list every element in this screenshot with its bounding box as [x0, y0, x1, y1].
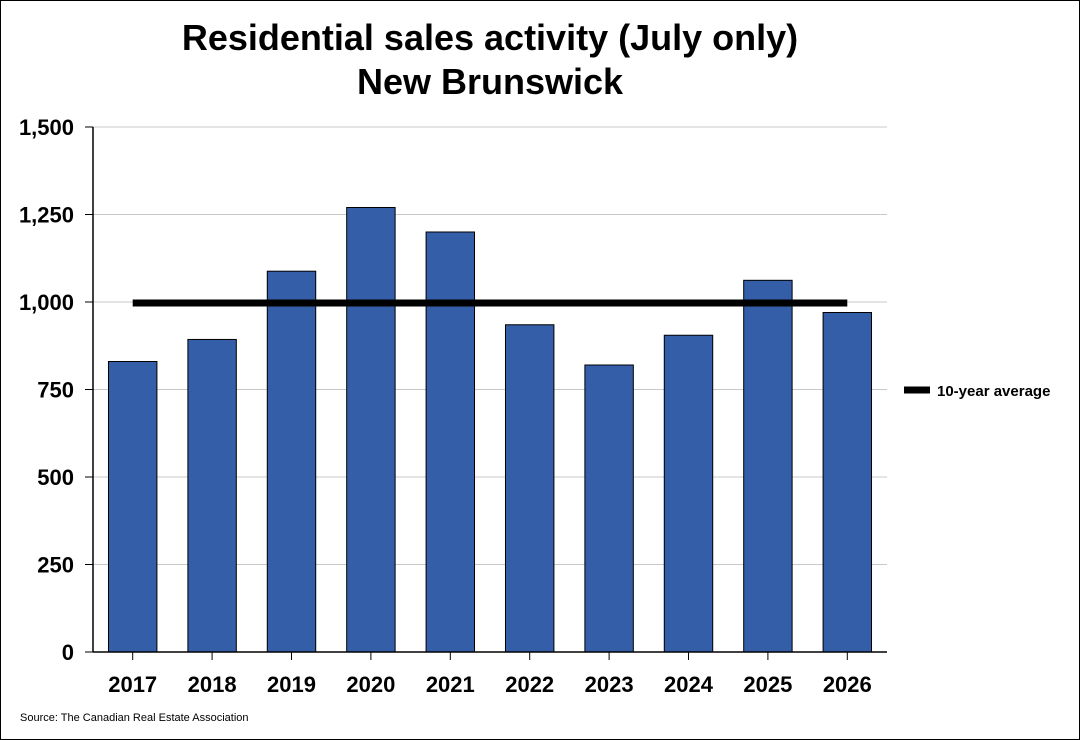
- chart-subtitle: New Brunswick: [357, 61, 624, 102]
- y-tick-label: 1,500: [19, 115, 74, 140]
- bar-2024: [663, 334, 714, 653]
- x-tick-label: 2021: [426, 672, 475, 697]
- y-tick-label: 0: [62, 640, 74, 665]
- bar-2019: [266, 270, 317, 653]
- legend: 10-year average: [904, 383, 1050, 400]
- bar-2025: [743, 279, 793, 653]
- y-tick-label: 500: [37, 465, 74, 490]
- x-tick-label: 2017: [108, 672, 157, 697]
- source-note: Source: The Canadian Real Estate Associa…: [20, 712, 249, 724]
- x-tick-label: 2023: [585, 672, 634, 697]
- legend-label-10-year-average: 10-year average: [937, 383, 1050, 400]
- bar-2017: [107, 361, 158, 653]
- x-tick-label: 2018: [188, 672, 237, 697]
- x-tick-label: 2022: [505, 672, 554, 697]
- x-tick-label: 2025: [743, 672, 792, 697]
- bar-2018: [187, 338, 237, 653]
- y-tick-label: 250: [37, 553, 74, 578]
- bar-2020: [346, 207, 396, 653]
- x-tick-label: 2024: [664, 672, 714, 697]
- y-tick-label: 1,250: [19, 203, 74, 228]
- bar-2022: [504, 324, 555, 653]
- axes: 0 250 500 750 1,000 1,250 1,500 2017 2018 2019 202…: [19, 115, 887, 697]
- y-tick-label: 1,000: [19, 290, 74, 315]
- bars: [107, 207, 873, 653]
- y-tick-label: 750: [37, 378, 74, 403]
- chart-title: Residential sales activity (July only): [182, 17, 798, 58]
- bar-2026: [822, 312, 873, 653]
- x-tick-label: 2026: [823, 672, 872, 697]
- x-tick-label: 2020: [346, 672, 395, 697]
- bar-2023: [584, 364, 634, 653]
- x-tick-label: 2019: [267, 672, 316, 697]
- bar-2021: [425, 231, 476, 653]
